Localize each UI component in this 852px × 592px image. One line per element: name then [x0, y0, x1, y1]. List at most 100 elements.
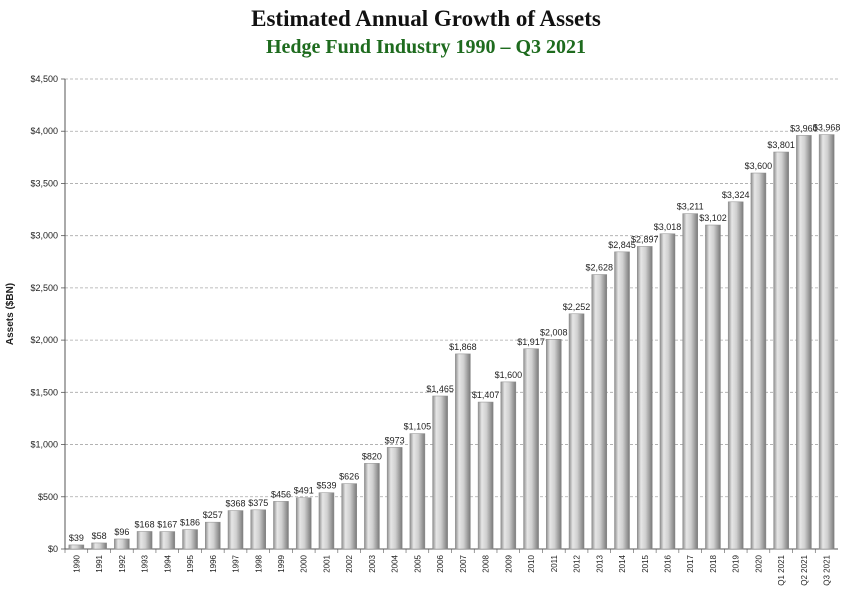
data-label: $1,407	[472, 390, 500, 400]
y-tick-label: $4,500	[30, 74, 58, 84]
x-tick-label: Q2 2021	[800, 554, 809, 585]
bar-2005	[409, 433, 426, 550]
x-tick-label: 1998	[254, 554, 263, 572]
x-tick-label: 1993	[141, 554, 150, 572]
bar-1992	[114, 538, 130, 550]
data-labels: $39 $58 $96 $168 $167 $186$257$368 $375$456 $49…	[69, 123, 841, 543]
x-tick-label: 2002	[345, 554, 354, 572]
y-tick-label: $2,500	[30, 283, 58, 293]
data-label: $3,018	[654, 222, 682, 232]
bar-1993	[136, 531, 153, 550]
bar-2002	[341, 483, 357, 550]
x-tick-label: 2000	[300, 554, 309, 572]
x-tick-label: 2007	[459, 554, 468, 572]
bar-1994	[159, 531, 176, 550]
x-tick-label: 2019	[732, 554, 741, 572]
data-label: $3,968	[813, 123, 841, 133]
data-label: $3,960	[790, 123, 818, 133]
bar-1990	[68, 544, 85, 550]
bar-1997	[227, 510, 244, 550]
x-tick-label: 2017	[686, 554, 695, 572]
x-tick-label: 2012	[573, 554, 582, 572]
data-label: $1,465	[426, 384, 454, 394]
data-label: $2,628	[586, 263, 614, 273]
x-tick-label: 2013	[595, 554, 604, 572]
x-tick-label: 2011	[550, 554, 559, 572]
data-label: $39	[69, 533, 84, 543]
data-label: $3,801	[767, 140, 795, 150]
x-tick-label: 2005	[413, 554, 422, 572]
y-tick-label: $3,500	[30, 178, 58, 188]
bar-q1-2021	[773, 151, 789, 550]
x-tick-label: 1991	[95, 554, 104, 572]
bar-2012	[568, 313, 585, 550]
data-label: $456	[271, 489, 291, 499]
data-label: $96	[114, 527, 129, 537]
bar-2008	[477, 401, 494, 550]
data-label: $368	[225, 499, 245, 509]
data-label: $58	[92, 531, 107, 541]
bar-1991	[91, 542, 107, 550]
x-tick-label: Q1 2021	[777, 554, 786, 585]
y-tick-label: $2,000	[30, 335, 58, 345]
bar-1999	[273, 501, 289, 550]
x-tick-label: 1992	[118, 554, 127, 572]
data-label: $3,102	[699, 213, 727, 223]
bar-2006	[432, 395, 448, 550]
y-tick-label: $3,000	[30, 231, 58, 241]
bar-2007	[455, 353, 471, 550]
data-label: $626	[339, 472, 359, 482]
bar-q3-2021	[818, 134, 835, 550]
bar-2009	[500, 381, 517, 550]
data-label: $257	[203, 510, 223, 520]
chart-title: Estimated Annual Growth of Assets	[251, 6, 601, 31]
data-label: $820	[362, 451, 382, 461]
x-tick-label: 1999	[277, 554, 286, 572]
x-tick-label: 2020	[754, 554, 763, 572]
data-label: $186	[180, 518, 200, 528]
bar-2013	[591, 274, 608, 550]
data-label: $3,324	[722, 190, 750, 200]
data-label: $375	[248, 498, 268, 508]
x-tick-label: 2006	[436, 554, 445, 572]
bar-2019	[727, 201, 744, 550]
y-tick-label: $500	[38, 492, 58, 502]
bar-q2-2021	[796, 135, 812, 550]
y-axis-label: Assets ($BN)	[5, 283, 16, 345]
gridlines	[61, 78, 838, 550]
bar-2015	[636, 246, 653, 550]
data-label: $491	[294, 486, 314, 496]
x-tick-label: 2001	[322, 554, 331, 572]
bar-1995	[182, 529, 198, 550]
bar-2001	[318, 492, 335, 550]
axes	[64, 79, 838, 553]
data-label: $1,917	[517, 337, 545, 347]
x-tick-label: 2018	[709, 554, 718, 572]
y-tick-labels: $0 $500 $1,000 $1,500 $2,000 $2,500 $3,000 $3,5…	[30, 74, 58, 554]
x-tick-label: Q3 2021	[823, 554, 832, 585]
bar-2010	[523, 348, 539, 550]
data-label: $3,600	[745, 161, 773, 171]
x-tick-label: 2004	[391, 554, 400, 572]
data-label: $167	[157, 520, 177, 530]
bar-2016	[659, 233, 676, 550]
data-label: $539	[316, 481, 336, 491]
x-tick-label: 1990	[72, 554, 81, 572]
x-tick-label: 2003	[368, 554, 377, 572]
x-tick-label: 2015	[641, 554, 650, 572]
bar-2000	[295, 497, 312, 550]
y-tick-label: $4,000	[30, 126, 58, 136]
bar-1996	[205, 521, 221, 550]
y-tick-label: $0	[48, 544, 58, 554]
y-tick-label: $1,000	[30, 440, 58, 450]
x-tick-label: 1997	[232, 554, 241, 572]
x-tick-label: 2016	[663, 554, 672, 572]
x-tick-label: 1995	[186, 554, 195, 572]
bar-2014	[614, 251, 630, 550]
x-tick-label: 1994	[163, 554, 172, 572]
data-label: $168	[135, 519, 155, 529]
x-tick-label: 2010	[527, 554, 536, 572]
data-label: $2,897	[631, 234, 659, 244]
bar-2020	[750, 172, 767, 550]
